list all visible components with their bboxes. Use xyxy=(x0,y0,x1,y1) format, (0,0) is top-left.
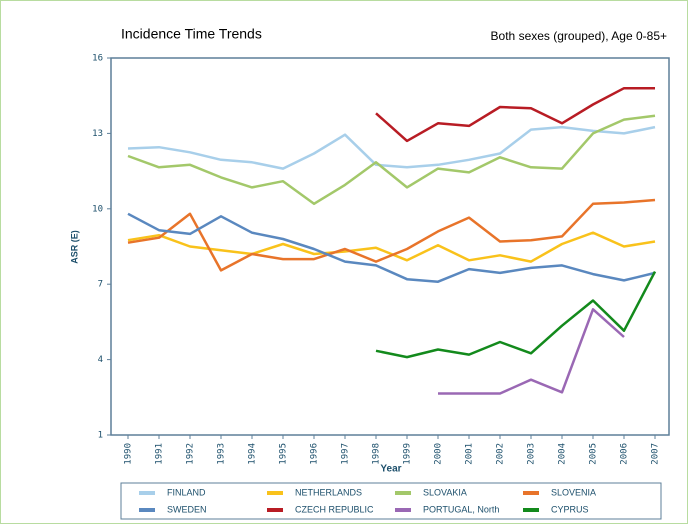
y-tick-label: 13 xyxy=(92,129,103,139)
x-tick-label: 1999 xyxy=(403,443,413,465)
legend-label: NETHERLANDS xyxy=(295,487,362,497)
series-line xyxy=(438,308,625,395)
x-tick-label: 1997 xyxy=(341,443,351,465)
x-tick-label: 1991 xyxy=(155,443,165,465)
legend-label: PORTUGAL, North xyxy=(423,504,499,514)
x-tick-label: 2003 xyxy=(527,443,537,465)
series-line xyxy=(375,271,657,359)
series-line xyxy=(127,114,656,206)
y-tick-label: 7 xyxy=(98,280,103,290)
legend-label: CYPRUS xyxy=(551,504,589,514)
x-tick-label: 1995 xyxy=(279,443,289,465)
series-line xyxy=(127,212,656,283)
x-axis-label: Year xyxy=(380,464,401,475)
legend-box xyxy=(120,482,662,520)
series-line xyxy=(375,86,655,143)
x-tick-label: 1996 xyxy=(310,443,320,465)
x-tick-label: 2002 xyxy=(496,443,506,465)
x-tick-label: 1994 xyxy=(248,443,258,465)
x-tick-label: 2005 xyxy=(589,443,599,465)
legend-label: SWEDEN xyxy=(167,504,207,514)
x-tick-label: 2006 xyxy=(620,443,630,465)
x-tick-label: 1990 xyxy=(124,443,134,465)
chart-title: Incidence Time Trends xyxy=(121,26,262,42)
series-line xyxy=(127,125,656,170)
x-tick-label: 1998 xyxy=(372,443,382,465)
x-tick-label: 2000 xyxy=(434,443,444,465)
legend-label: SLOVENIA xyxy=(551,487,596,497)
y-axis-label: ASR (E) xyxy=(69,230,79,264)
x-tick-label: 2004 xyxy=(558,443,568,465)
x-tick-label: 1992 xyxy=(186,443,196,465)
legend-label: FINLAND xyxy=(167,487,206,497)
legend-label: CZECH REPUBLIC xyxy=(295,504,374,514)
x-tick-label: 2001 xyxy=(465,443,475,465)
x-tick-label: 1993 xyxy=(217,443,227,465)
y-tick-label: 10 xyxy=(92,204,103,214)
y-tick-label: 4 xyxy=(98,355,103,365)
x-tick-label: 2007 xyxy=(651,443,661,465)
y-tick-label: 16 xyxy=(92,54,103,64)
plot-frame xyxy=(110,57,670,436)
legend-label: SLOVAKIA xyxy=(423,487,467,497)
series-line xyxy=(127,198,656,272)
chart-subtitle: Both sexes (grouped), Age 0-85+ xyxy=(491,29,667,43)
y-tick-label: 1 xyxy=(98,431,103,441)
